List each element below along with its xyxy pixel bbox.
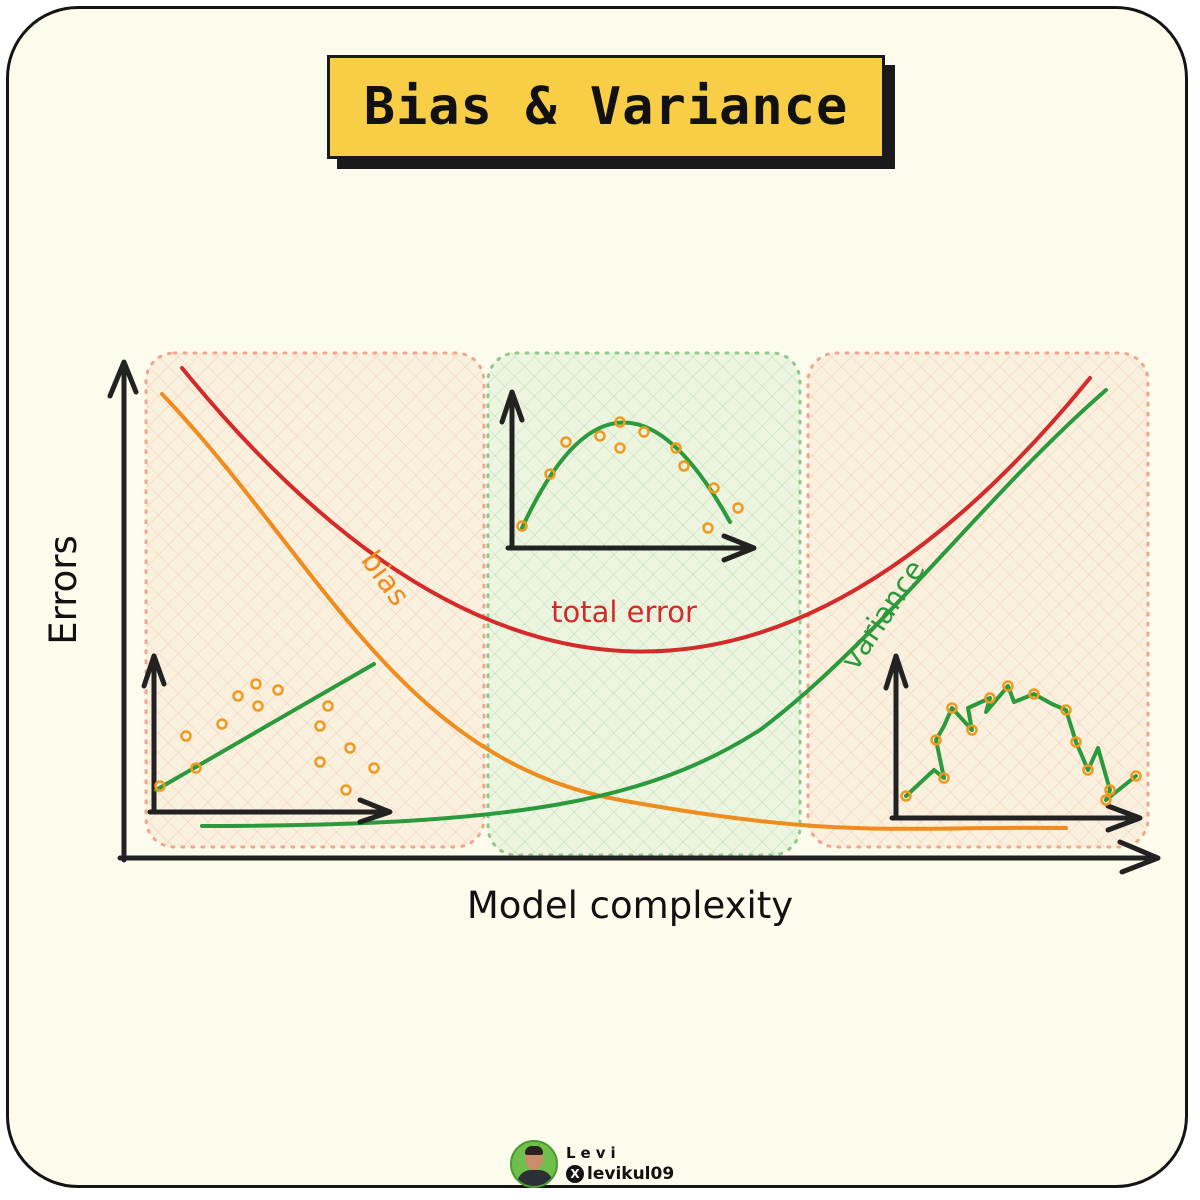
overfit-data-point — [900, 790, 912, 802]
y-axis-label: Errors — [42, 535, 85, 644]
underfit-data-point — [340, 784, 352, 796]
overfit-data-point — [946, 702, 958, 714]
goodfit-data-point — [678, 460, 690, 472]
goodfit-data-point — [614, 416, 626, 428]
underfit-data-point — [250, 678, 262, 690]
total-error-curve — [180, 366, 1092, 654]
main-y-axis — [107, 359, 139, 863]
good-fit-mini-plot — [499, 389, 757, 563]
goodfit-data-point — [594, 430, 606, 442]
overfit-data-point — [1002, 680, 1014, 692]
overfit-data-point — [966, 724, 978, 736]
overfit-data-point — [1130, 770, 1142, 782]
main-x-axis — [117, 839, 1161, 875]
avatar — [510, 1140, 558, 1188]
author-handle[interactable]: levikul09 — [587, 1164, 675, 1184]
underfit-data-point — [216, 718, 228, 730]
x-logo-icon[interactable]: X — [566, 1165, 584, 1183]
underfit-data-point — [344, 742, 356, 754]
underfit-mini-plot — [141, 653, 393, 825]
variance-curve — [200, 388, 1108, 828]
total-error-label: total error — [551, 595, 697, 629]
underfit-data-point — [322, 700, 334, 712]
goodfit-data-point — [670, 442, 682, 454]
overfit-data-point — [1028, 688, 1040, 700]
goodfit-data-point — [544, 468, 556, 480]
underfit-data-point — [232, 690, 244, 702]
underfit-data-point — [252, 700, 264, 712]
overfit-data-point — [984, 692, 996, 704]
goodfit-data-point — [708, 482, 720, 494]
author-credit: Levi X levikul09 — [510, 1132, 674, 1196]
underfit-data-point — [314, 720, 326, 732]
goodfit-data-point — [614, 442, 626, 454]
page-title: Bias & Variance — [363, 77, 849, 137]
goodfit-data-point — [732, 502, 744, 514]
underfit-data-point — [180, 730, 192, 742]
overfit-data-point — [1100, 794, 1112, 806]
overfit-data-point — [1060, 704, 1072, 716]
underfit-data-point — [314, 756, 326, 768]
underfit-data-point — [272, 684, 284, 696]
good-fit-region — [486, 351, 802, 857]
goodfit-data-point — [638, 426, 650, 438]
underfit-region — [144, 351, 486, 849]
overfit-mini-plot — [883, 653, 1143, 833]
x-axis-label: Model complexity — [467, 884, 793, 927]
overfit-data-point — [1104, 784, 1116, 796]
underfit-data-point — [368, 762, 380, 774]
goodfit-data-point — [560, 436, 572, 448]
overfit-region — [806, 351, 1150, 849]
overfit-data-point — [1082, 764, 1094, 776]
goodfit-fit-curve — [520, 420, 732, 530]
author-name: Levi — [566, 1144, 621, 1162]
overfit-data-point — [938, 772, 950, 784]
goodfit-data-point — [702, 522, 714, 534]
underfit-data-point — [154, 780, 166, 792]
overfit-data-point — [1070, 736, 1082, 748]
overfit-data-point — [930, 734, 942, 746]
bias-curve — [160, 392, 1068, 831]
goodfit-data-point — [516, 520, 528, 532]
underfit-data-point — [190, 762, 202, 774]
title-box: Bias & Variance — [327, 55, 885, 159]
